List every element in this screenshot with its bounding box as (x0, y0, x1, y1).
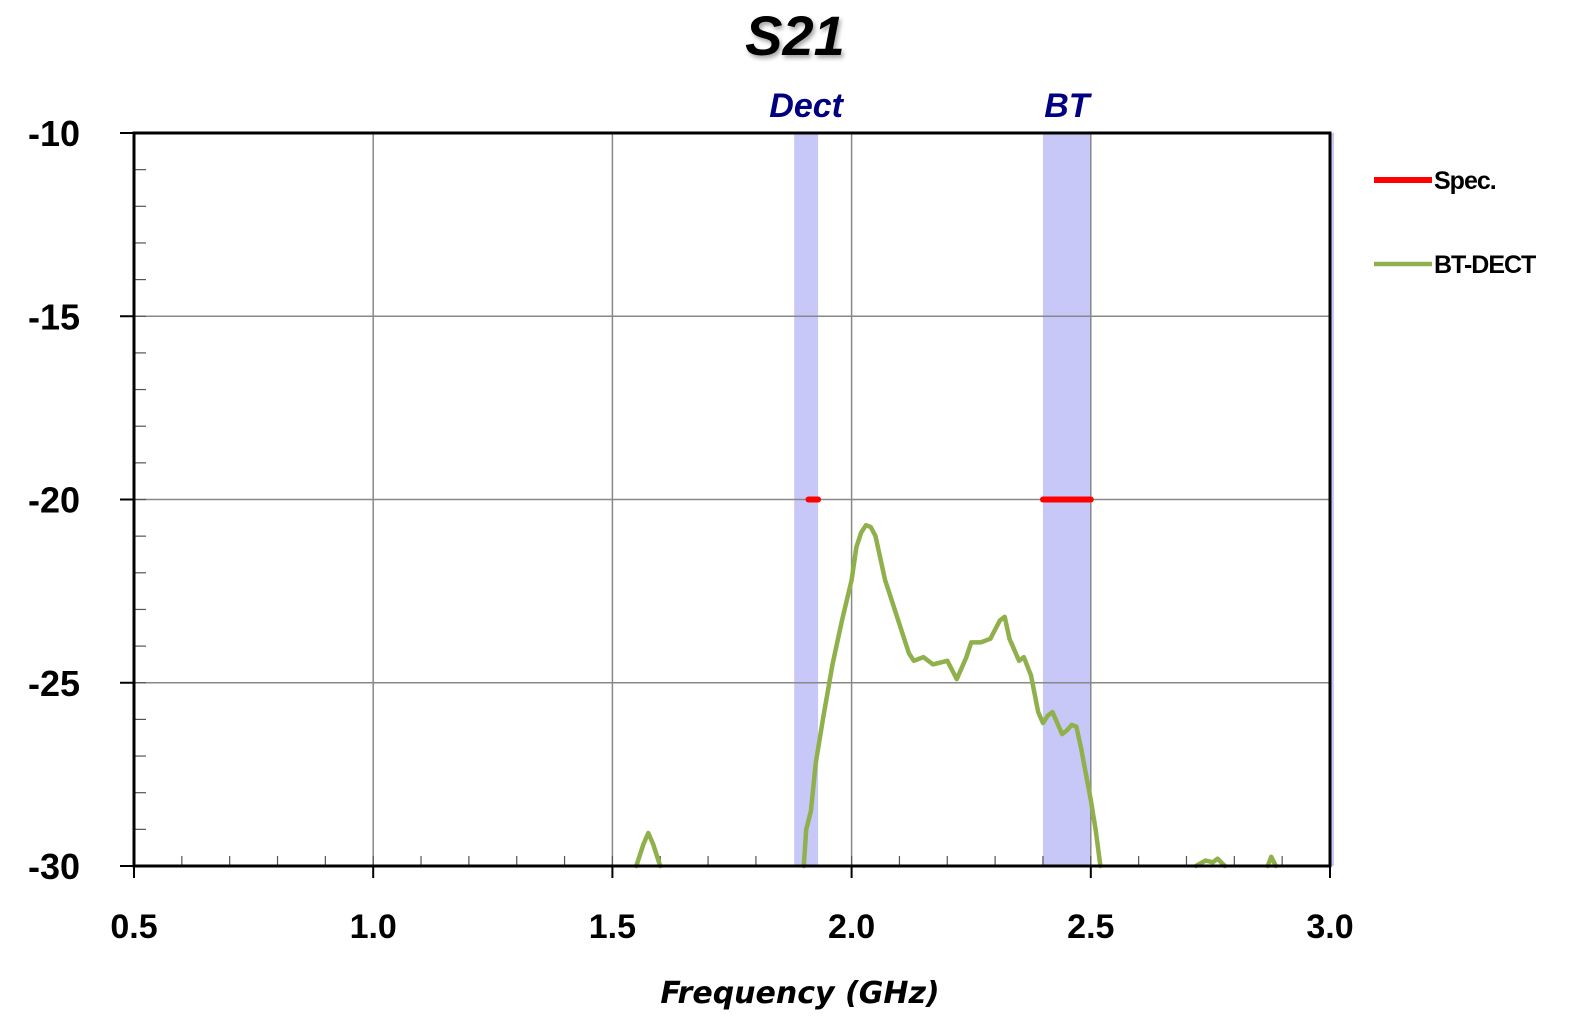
y-tick-label: -10 (28, 113, 80, 154)
x-tick-label: 0.5 (110, 908, 157, 946)
y-tick-label: -30 (28, 846, 80, 887)
legend-label-bt-dect: BT-DECT (1434, 251, 1536, 279)
x-tick-label: 1.5 (589, 908, 636, 946)
legend: Spec. BT-DECT (1374, 167, 1537, 279)
band-label-dect: Dect (769, 87, 844, 125)
band-labels: Dect BT (769, 87, 1092, 125)
y-tick-labels: -10 -15 -20 -25 -30 (28, 113, 80, 887)
y-tick-label: -15 (28, 296, 80, 337)
y-tick-label: -25 (28, 663, 80, 704)
series-bt-dect-segment (801, 522, 1103, 869)
band-label-bt: BT (1044, 87, 1093, 125)
right-edge-band (1330, 133, 1334, 866)
series-bt-dect-segment (1193, 856, 1228, 869)
series-bt-dect-segment (634, 830, 663, 869)
minor-ticks (120, 132, 1331, 878)
legend-label-spec: Spec. (1434, 167, 1496, 195)
x-axis-label: Frequency (GHz) (660, 976, 939, 1011)
x-tick-label: 2.5 (1067, 908, 1114, 946)
x-tick-label: 3.0 (1306, 908, 1353, 946)
y-tick-label: -20 (28, 480, 80, 521)
grid (133, 132, 1331, 867)
chart-title: S21 (745, 4, 845, 67)
x-tick-label: 2.0 (828, 908, 875, 946)
plot-frame (132, 131, 1332, 868)
x-tick-labels: 0.5 1.0 1.5 2.0 2.5 3.0 (110, 908, 1353, 946)
series-lines (634, 496, 1279, 869)
series-bt-dect-segment (1265, 854, 1279, 869)
x-tick-label: 1.0 (350, 908, 397, 946)
